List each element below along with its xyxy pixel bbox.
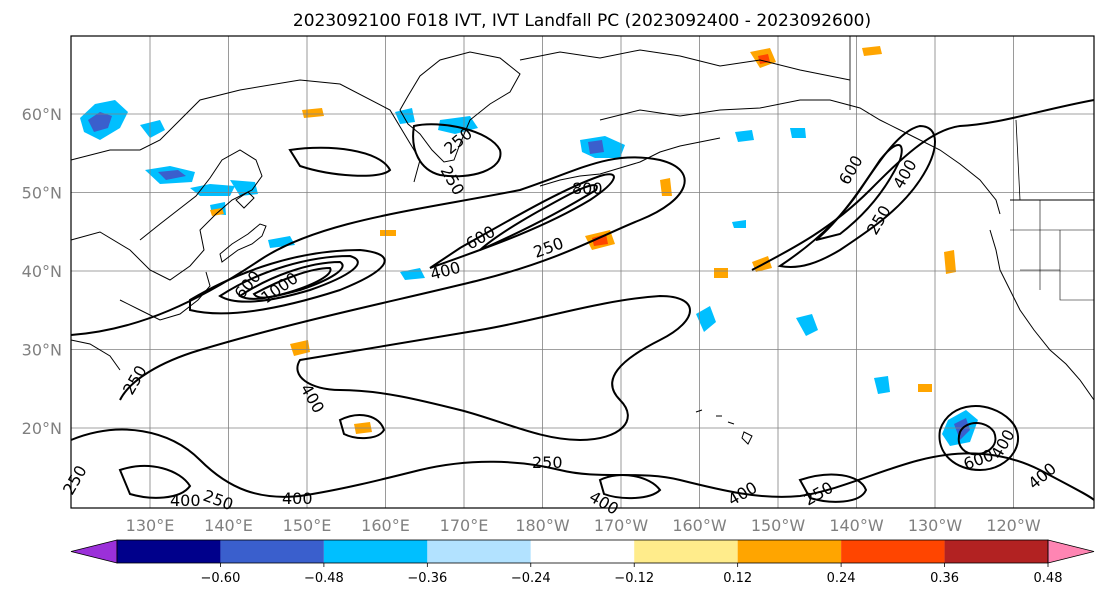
colorbar-tick-label: −0.60 — [201, 571, 241, 586]
ivt-contour-nw — [288, 123, 502, 178]
ivt-contour-hawaii — [938, 405, 1020, 472]
lon-label: 150°W — [751, 516, 806, 535]
contour-label: 400 — [170, 491, 201, 510]
colorbar: −0.60 −0.48 −0.36 −0.24 −0.12 0.12 0.24 0.36 0.4… — [70, 539, 1095, 586]
shade-blue-patch — [874, 376, 890, 394]
lat-label: 20°N — [22, 419, 62, 438]
lon-label: 160°W — [672, 516, 727, 535]
colorbar-segment — [323, 540, 428, 563]
border-canada — [849, 36, 1094, 201]
lon-label: 170°E — [440, 516, 489, 535]
shade-orange-patch — [302, 108, 324, 118]
border-states — [1010, 200, 1094, 301]
lon-label: 140°E — [204, 516, 253, 535]
colorbar-extend-low — [70, 539, 118, 564]
shade-orange-patch — [862, 46, 882, 56]
shade-orange-patch — [918, 384, 932, 392]
lon-label: 180°W — [515, 516, 570, 535]
colorbar-tick-label: 0.36 — [930, 571, 959, 586]
colorbar-segment — [737, 540, 842, 563]
shade-red-patch — [592, 234, 608, 246]
ivt-contour-600 — [218, 254, 359, 303]
ivt-contour-south-b — [118, 414, 868, 503]
shade-blue-patch — [696, 306, 716, 332]
colorbar-segment — [530, 540, 635, 563]
colorbar-tick-label: −0.36 — [407, 571, 447, 586]
shade-darkblue-patch — [158, 170, 186, 180]
shade-orange-patch — [380, 230, 396, 236]
colorbar-segment — [944, 540, 1048, 563]
coastlines — [70, 36, 1095, 445]
coast-aleutians — [539, 137, 721, 187]
shade-orange-patch — [290, 340, 310, 356]
contour-label: 800 — [572, 179, 603, 198]
map-background — [71, 36, 1094, 508]
ivt-contour-600-b — [479, 184, 598, 251]
lat-label: 60°N — [22, 105, 62, 124]
ivt-contour-middle — [296, 294, 691, 442]
colorbar-segment — [634, 540, 738, 563]
shade-blue-patch — [790, 128, 806, 138]
lon-label: 130°E — [126, 516, 175, 535]
gridlines — [71, 36, 1094, 508]
colorbar-tick-label: 0.24 — [827, 571, 856, 586]
coast-asia — [70, 79, 421, 371]
colorbar-tick-label: −0.48 — [304, 571, 344, 586]
colorbar-segment — [841, 540, 945, 563]
longitude-labels: 130°E 140°E 150°E 160°E 170°E 180°W 170°W 160°W… — [126, 516, 1041, 535]
shade-darkblue-patch — [588, 140, 604, 154]
colorbar-frame — [116, 539, 1049, 564]
lon-label: 130°W — [908, 516, 963, 535]
contour-label: 250 — [532, 453, 563, 472]
map-frame — [70, 35, 1095, 509]
coast-hawaii — [695, 409, 753, 445]
colorbar-tick-label: 0.48 — [1034, 571, 1063, 586]
colorbar-segment — [117, 540, 221, 563]
ivt-contour-600-east — [815, 144, 903, 241]
ivt-contour-250-east — [751, 99, 1095, 271]
contour-label: 400 — [282, 489, 313, 508]
colorbar-tick-label: −0.12 — [614, 571, 654, 586]
shade-darkblue-patch — [88, 112, 112, 132]
colorbar-extend-high — [1047, 539, 1095, 564]
lon-label: 120°W — [986, 516, 1041, 535]
lat-label: 50°N — [22, 184, 62, 203]
colorbar-tick-label: −0.24 — [511, 571, 551, 586]
ivt-contour-400-b — [429, 173, 615, 269]
shade-orange-patch — [714, 268, 728, 278]
ivt-contours — [70, 99, 1095, 503]
colorbar-tick-label: 0.12 — [723, 571, 752, 586]
lon-label: 140°W — [829, 516, 884, 535]
pc-shading — [80, 46, 978, 446]
latitude-labels: 60°N 50°N 40°N 30°N 20°N — [22, 105, 62, 438]
colorbar-segment — [427, 540, 531, 563]
ivt-contour-250-main — [70, 156, 686, 401]
lon-label: 150°E — [283, 516, 332, 535]
shade-blue-patch — [735, 130, 754, 142]
shade-blue-patch — [732, 220, 746, 228]
shade-blue-patch — [796, 314, 818, 336]
colorbar-segment — [220, 540, 324, 563]
lat-label: 30°N — [22, 341, 62, 360]
shade-blue-patch — [140, 120, 165, 138]
shade-blue-patch — [230, 180, 258, 196]
shade-blue-patch — [395, 108, 415, 124]
shade-blue-patch — [190, 184, 235, 196]
lon-label: 160°E — [361, 516, 410, 535]
lat-label: 40°N — [22, 262, 62, 281]
lon-label: 170°W — [594, 516, 649, 535]
ivt-contour-1000 — [252, 266, 332, 299]
shade-orange-patch — [944, 250, 956, 274]
coast-arctic — [519, 49, 851, 81]
coast-north-america — [989, 229, 1095, 401]
map-panel: 250 250 800 600 250 400 1000 600 400 250… — [59, 35, 1095, 519]
coast-kamchatka — [399, 51, 521, 163]
ivt-contour-400 — [189, 248, 386, 315]
figure-title: 2023092100 F018 IVT, IVT Landfall PC (20… — [293, 11, 871, 31]
shade-orange-patch — [660, 178, 672, 196]
coast-japan — [219, 191, 267, 263]
